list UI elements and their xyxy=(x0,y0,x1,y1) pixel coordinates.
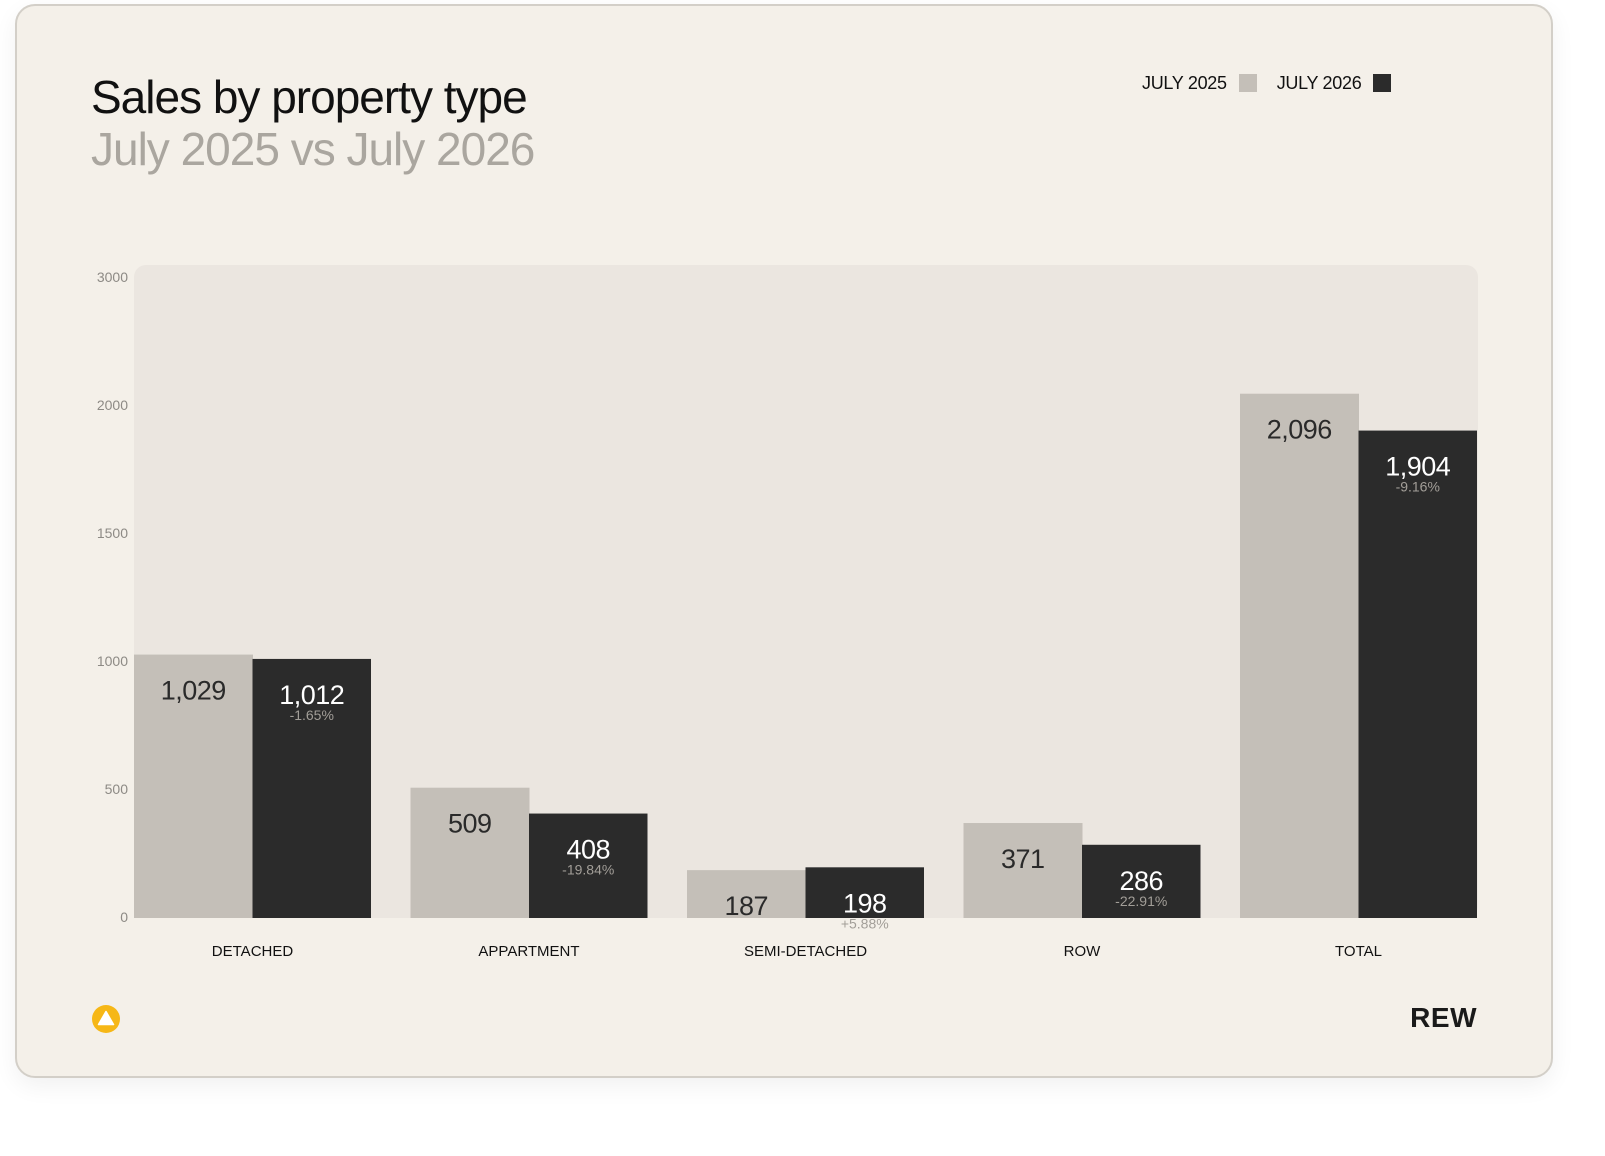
data-label-july-2025-semi-detached: 187 xyxy=(724,891,768,921)
bar-july-2025-detached xyxy=(134,654,253,918)
data-label-july-2026-detached: 1,012 xyxy=(279,680,344,710)
triangle-in-circle-icon xyxy=(91,1004,121,1034)
x-category-label-total: TOTAL xyxy=(1335,943,1382,960)
chart-legend: JULY 2025 JULY 2026 xyxy=(1142,70,1411,96)
change-label-row: -22.91% xyxy=(1115,893,1167,909)
x-category-label-appartment: APPARTMENT xyxy=(478,943,579,960)
change-label-detached: -1.65% xyxy=(290,707,334,723)
chart-title: Sales by property type xyxy=(91,71,528,123)
bar-july-2026-appartment xyxy=(529,813,648,918)
data-label-july-2026-row: 286 xyxy=(1119,866,1163,896)
x-category-label-row: ROW xyxy=(1064,943,1102,960)
change-label-appartment: -19.84% xyxy=(562,862,614,878)
data-label-july-2025-detached: 1,029 xyxy=(161,676,226,706)
brand-logo: REW xyxy=(1410,1002,1477,1033)
y-tick-label-500: 500 xyxy=(105,781,129,797)
legend-item-july-2026: JULY 2026 xyxy=(1277,73,1392,94)
legend-label-july-2025: JULY 2025 xyxy=(1142,72,1227,93)
chart-subtitle: July 2025 vs July 2026 xyxy=(91,123,535,175)
data-label-july-2025-row: 371 xyxy=(1001,844,1045,874)
data-label-july-2026-appartment: 408 xyxy=(566,835,610,865)
x-category-label-detached: DETACHED xyxy=(212,943,294,960)
bar-july-2026-detached xyxy=(252,658,371,918)
data-label-july-2025-appartment: 509 xyxy=(448,809,492,839)
data-label-july-2026-semi-detached: 198 xyxy=(843,888,887,918)
change-label-semi-detached: +5.88% xyxy=(841,915,889,931)
y-tick-label-1500: 1500 xyxy=(97,525,128,541)
plot-area xyxy=(134,265,1478,918)
y-tick-label-3000: 3000 xyxy=(97,269,128,285)
y-tick-label-2000: 2000 xyxy=(97,397,128,413)
data-label-july-2026-total: 1,904 xyxy=(1385,452,1451,482)
legend-item-july-2025: JULY 2025 xyxy=(1142,73,1257,94)
legend-swatch-july-2025 xyxy=(1238,74,1257,92)
bar-july-2026-row xyxy=(1082,844,1201,918)
bar-july-2025-appartment xyxy=(410,787,530,918)
legend-label-july-2026: JULY 2026 xyxy=(1276,72,1362,93)
change-label-total: -9.16% xyxy=(1396,479,1440,495)
legend-swatch-july-2026 xyxy=(1373,74,1392,92)
bar-july-2025-total xyxy=(1240,393,1359,918)
bar-july-2025-row xyxy=(963,823,1083,918)
bar-july-2026-total xyxy=(1358,430,1477,918)
y-tick-label-0: 0 xyxy=(120,909,128,925)
x-category-label-semi-detached: SEMI-DETACHED xyxy=(744,943,867,960)
bar-july-2025-semi-detached xyxy=(687,870,806,918)
bar-july-2026-semi-detached xyxy=(805,867,924,918)
data-label-july-2025-total: 2,096 xyxy=(1267,415,1332,445)
y-tick-label-1000: 1000 xyxy=(97,653,128,669)
